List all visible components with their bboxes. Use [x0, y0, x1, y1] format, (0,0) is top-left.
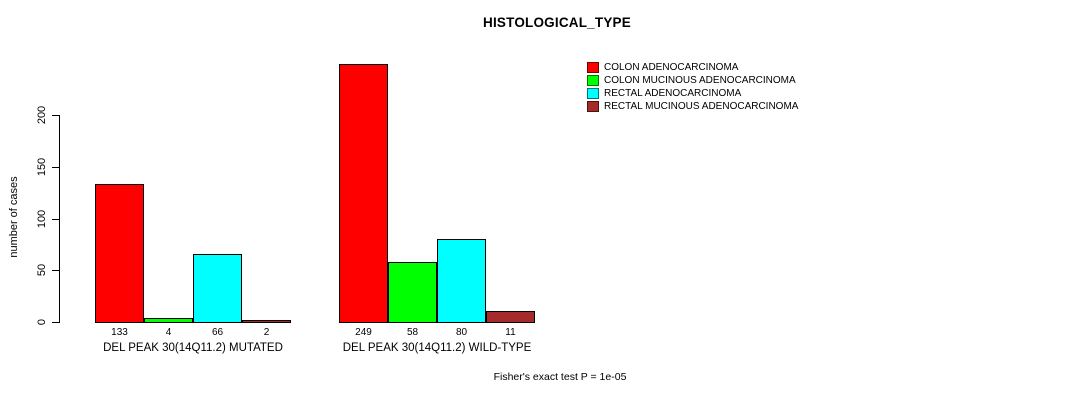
bar	[339, 64, 388, 323]
bar-value-label: 66	[211, 327, 224, 338]
bar-value-label: 58	[406, 327, 419, 338]
legend-label: RECTAL ADENOCARCINOMA	[604, 88, 742, 99]
bar	[242, 319, 291, 323]
y-tick-mark	[52, 218, 59, 220]
bar-value-label: 249	[355, 327, 372, 338]
legend-item: COLON ADENOCARCINOMA	[587, 61, 798, 74]
y-axis-title: number of cases	[8, 176, 20, 258]
bar-value-label: 80	[455, 327, 468, 338]
stat-test-annotation: Fisher's exact test P = 1e-05	[493, 371, 627, 383]
legend-item: RECTAL ADENOCARCINOMA	[587, 87, 798, 100]
legend-label: RECTAL MUCINOUS ADENOCARCINOMA	[604, 101, 799, 112]
legend: COLON ADENOCARCINOMA COLON MUCINOUS ADENO…	[587, 61, 798, 113]
bar	[388, 261, 437, 323]
y-tick-label: 100	[36, 209, 48, 228]
bar-value-label: 11	[505, 327, 516, 338]
legend-label: COLON ADENOCARCINOMA	[604, 62, 739, 73]
bar	[95, 184, 144, 323]
chart-title: HISTOLOGICAL_TYPE	[483, 15, 631, 30]
y-tick-label: 150	[36, 157, 48, 176]
legend-swatch	[587, 101, 599, 112]
bar-value-label: 133	[111, 327, 128, 338]
group-label: DEL PEAK 30(14Q11.2) MUTATED	[103, 342, 283, 354]
bar-value-label: 2	[263, 327, 270, 338]
y-tick-mark	[52, 322, 59, 323]
legend-item: COLON MUCINOUS ADENOCARCINOMA	[587, 74, 798, 87]
bar	[486, 310, 535, 323]
legend-item: RECTAL MUCINOUS ADENOCARCINOMA	[587, 100, 798, 113]
bar	[144, 317, 193, 323]
y-axis-line	[59, 115, 60, 323]
y-tick-label: 0	[36, 318, 48, 326]
legend-swatch	[587, 75, 599, 86]
group-label: DEL PEAK 30(14Q11.2) WILD-TYPE	[342, 342, 532, 354]
y-tick-mark	[52, 115, 59, 116]
bar-value-label: 4	[165, 327, 172, 338]
y-tick-mark	[52, 166, 59, 168]
y-tick-label: 200	[36, 105, 48, 125]
bar	[437, 239, 486, 323]
legend-label: COLON MUCINOUS ADENOCARCINOMA	[604, 75, 796, 86]
legend-swatch	[587, 62, 599, 73]
legend-swatch	[587, 88, 599, 99]
y-tick-label: 50	[36, 264, 48, 277]
bar	[193, 253, 242, 323]
y-tick-mark	[52, 270, 59, 272]
